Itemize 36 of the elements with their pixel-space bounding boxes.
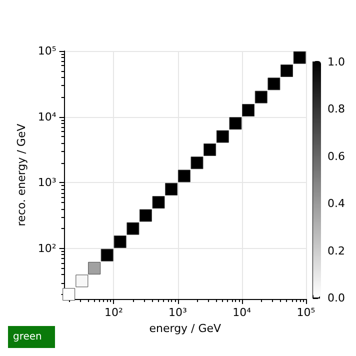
x-axis-title: energy / GeV: [149, 322, 222, 335]
point: [76, 274, 88, 288]
point: [126, 222, 140, 235]
text: green: [13, 332, 42, 342]
y-tick-label: 10⁵: [38, 44, 56, 58]
point: [268, 78, 280, 90]
y-axis-title: reco. energy / GeV: [15, 123, 28, 226]
color-bar-label: 0.2: [328, 244, 346, 258]
color-bar-label: 0.0: [328, 292, 346, 304]
point: [152, 196, 165, 209]
y-tick-label: 10²: [38, 242, 56, 255]
point: [100, 248, 114, 262]
point: [216, 130, 229, 143]
point: [178, 170, 190, 182]
point: [242, 104, 255, 116]
point: [293, 51, 306, 64]
color-bar-label: 1.0: [328, 56, 346, 68]
point: [280, 64, 294, 77]
x-tick-label: 10³: [168, 306, 187, 319]
x-tick-label: 10⁵: [296, 306, 316, 319]
x-tick-label: 10⁴: [232, 306, 252, 319]
x-tick-label: 10²: [104, 306, 123, 319]
point: [254, 90, 268, 104]
color-bar-label: 0.4: [328, 197, 346, 210]
point: [229, 117, 242, 130]
point: [139, 209, 152, 222]
point: [190, 156, 204, 170]
point: [62, 288, 76, 301]
y-tick-label: 10⁴: [38, 110, 57, 124]
point: [204, 143, 216, 156]
color-bar-label: 0.6: [328, 150, 346, 163]
point: [88, 262, 101, 274]
y-tick-label: 10³: [38, 176, 56, 190]
color-bar-label: 0.8: [328, 102, 346, 116]
point: [165, 182, 178, 196]
point: [114, 236, 126, 248]
